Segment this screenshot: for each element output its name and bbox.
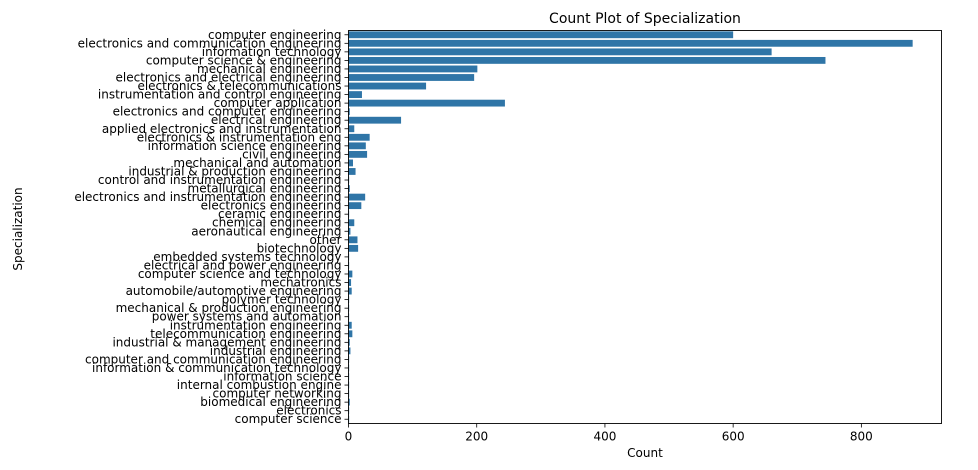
y-tick-label: other: [310, 233, 342, 247]
y-tick-label: civil engineering: [242, 147, 341, 161]
bar: [348, 142, 366, 150]
y-tick-label: electronics and communication engineerin…: [78, 36, 342, 50]
y-tick-label: information technology: [202, 45, 342, 59]
bar: [348, 219, 355, 227]
x-tick-label: 400: [593, 430, 616, 444]
y-tick-label: mechanical and automation: [173, 156, 341, 170]
y-tick-label: instrumentation engineering: [170, 318, 342, 332]
y-tick-label: computer science & engineering: [146, 53, 342, 67]
y-tick-label: industrial & management engineering: [112, 335, 341, 349]
chart-title: Count Plot of Specialization: [549, 11, 741, 27]
bar: [348, 202, 362, 210]
bar: [348, 347, 351, 355]
y-tick-label: electronics & telecommunications: [137, 79, 341, 93]
y-tick-label: applied electronics and instrumentation: [102, 122, 342, 136]
y-tick-label: power systems and automation: [152, 310, 342, 324]
y-tick-label: computer application: [214, 96, 342, 110]
y-tick-label: electronics and computer engineering: [113, 105, 342, 119]
y-tick-label: industrial engineering: [210, 344, 342, 358]
y-tick-label: information science engineering: [148, 139, 342, 153]
bar: [348, 82, 427, 90]
x-tick-label: 0: [345, 430, 353, 444]
y-tick-label: control and instrumentation engineering: [98, 173, 342, 187]
bar: [348, 279, 352, 286]
y-tick-label: computer science and technology: [138, 267, 342, 281]
bar: [348, 116, 402, 124]
y-tick-label: computer engineering: [208, 28, 342, 42]
y-tick-label: metallurgical engineering: [188, 182, 342, 196]
bar: [348, 56, 826, 64]
y-tick-label: instrumentation and control engineering: [98, 88, 342, 102]
bar: [348, 39, 913, 47]
bar: [348, 65, 478, 73]
bar: [348, 193, 366, 201]
y-tick-label: electronics & instrumentation eng: [137, 130, 342, 144]
y-tick-label: internal combustion engine: [177, 378, 342, 392]
bar: [348, 236, 358, 244]
bar: [348, 330, 353, 338]
y-tick-label: mechatronics: [260, 276, 341, 290]
y-tick-label: mechanical & production engineering: [116, 301, 342, 315]
bar: [348, 270, 353, 278]
bar: [348, 159, 353, 167]
y-tick-label: biomedical engineering: [200, 395, 341, 409]
bar: [348, 398, 350, 406]
bar: [348, 108, 350, 116]
bar: [348, 74, 475, 81]
bars-layer: [348, 31, 913, 423]
x-tick-label: 800: [850, 430, 873, 444]
bar: [348, 168, 356, 175]
y-tick-label: computer networking: [213, 387, 342, 401]
y-tick-label: aeronautical engineering: [191, 224, 341, 238]
bar: [348, 244, 359, 252]
y-tick-label: biotechnology: [257, 241, 342, 255]
bar: [348, 91, 362, 98]
y-tick-label: computer science: [235, 412, 342, 426]
bar: [348, 150, 368, 158]
y-tick-label: electronics engineering: [201, 199, 342, 213]
y-tick-label: information & communication technology: [92, 361, 342, 375]
y-tick-label: polymer technology: [222, 293, 342, 307]
y-tick-label: electrical engineering: [211, 113, 342, 127]
x-tick-label: 600: [722, 430, 745, 444]
y-tick-label: chemical engineering: [212, 216, 342, 230]
x-tick-labels: 0 200 400 600 800: [345, 423, 873, 444]
y-tick-label: electrical and power engineering: [144, 258, 342, 272]
y-tick-label: telecommunication engineering: [150, 327, 341, 341]
x-axis-label: Count: [627, 446, 663, 460]
bar: [348, 99, 505, 107]
bar: [348, 185, 350, 192]
bar: [348, 31, 734, 39]
y-tick-label: embedded systems technology: [153, 250, 341, 264]
bar: [348, 133, 370, 141]
y-tick-label: ceramic engineering: [218, 207, 342, 221]
y-tick-label: computer and communication engineering: [85, 352, 342, 366]
bar: [348, 125, 355, 133]
y-tick-label: industrial & production engineering: [128, 164, 341, 178]
bar: [348, 338, 350, 346]
bar: [348, 287, 352, 295]
y-tick-label: electronics and electrical engineering: [116, 70, 342, 84]
bar: [348, 321, 352, 329]
x-tick-label: 200: [465, 430, 488, 444]
y-tick-label: information science: [223, 370, 341, 384]
y-tick-label: electronics: [276, 404, 341, 418]
bar: [348, 227, 351, 235]
y-tick-label: mechanical engineering: [197, 62, 341, 76]
bar: [348, 48, 772, 56]
plot-frame: [348, 30, 942, 424]
y-tick-label: automobile/automotive engineering: [126, 284, 342, 298]
y-axis-label: Specialization: [11, 187, 25, 270]
y-tick-label: electronics and instrumentation engineer…: [74, 190, 341, 204]
